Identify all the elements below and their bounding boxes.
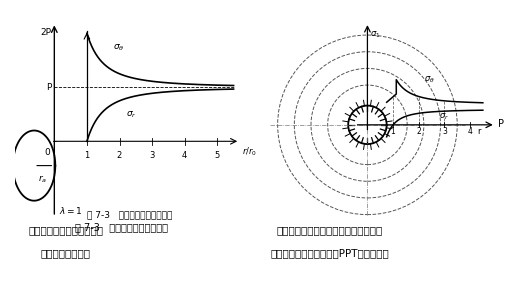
Text: 4: 4 [467,127,473,136]
Text: 2P: 2P [41,28,52,37]
Text: $\sigma_\theta$: $\sigma_\theta$ [424,74,434,85]
Text: 图 7-3   圆形洞室二次应力分布: 图 7-3 圆形洞室二次应力分布 [87,211,172,220]
Text: 0: 0 [45,148,50,157]
Text: $r/r_0$: $r/r_0$ [242,146,257,158]
Text: 更资于真实的情况是围岩属于弹塑性状: 更资于真实的情况是围岩属于弹塑性状 [276,225,383,235]
Text: $\lambda=1$: $\lambda=1$ [59,205,83,216]
Text: 5: 5 [214,151,220,160]
Text: 1: 1 [84,151,90,160]
Text: P: P [46,83,52,92]
Text: 接按弹性理论计算: 接按弹性理论计算 [41,248,91,258]
Text: 3: 3 [442,127,447,136]
Text: $r_a$: $r_a$ [39,174,48,185]
Text: 图 7-3   圆形洞室二次应力分布: 图 7-3 圆形洞室二次应力分布 [75,222,168,232]
Text: 假设围岩均在弹性区，可直: 假设围岩均在弹性区，可直 [28,225,103,235]
Text: 1: 1 [391,127,395,136]
Text: 4: 4 [182,151,187,160]
Text: 3: 3 [150,151,155,160]
Text: 2: 2 [416,127,421,136]
Text: $\sigma_\theta$: $\sigma_\theta$ [113,42,125,53]
Text: P: P [498,119,504,129]
Text: $\sigma_r$: $\sigma_r$ [126,110,137,121]
Text: $\sigma_r$: $\sigma_r$ [439,111,449,122]
Text: $\sigma_1$: $\sigma_1$ [370,30,380,40]
Text: r: r [477,127,481,136]
Text: 态，有弹塑性的分区（如PPT最终一页）: 态，有弹塑性的分区（如PPT最终一页） [270,248,389,258]
Text: 2: 2 [117,151,122,160]
